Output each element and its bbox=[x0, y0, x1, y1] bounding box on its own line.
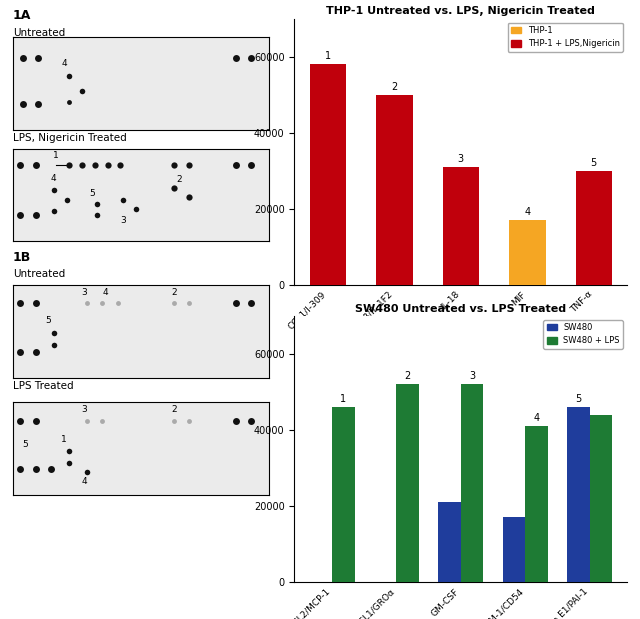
Text: 1: 1 bbox=[61, 435, 67, 444]
Text: 2: 2 bbox=[391, 82, 397, 92]
Text: LPS Treated: LPS Treated bbox=[13, 381, 74, 391]
Text: 4: 4 bbox=[524, 207, 531, 217]
Bar bbox=[502, 517, 525, 582]
Text: Untreated: Untreated bbox=[13, 269, 65, 279]
Text: Untreated: Untreated bbox=[13, 28, 65, 38]
Bar bbox=[438, 502, 461, 582]
Text: 1B: 1B bbox=[13, 251, 31, 264]
Text: 5: 5 bbox=[90, 189, 95, 197]
Text: 2: 2 bbox=[172, 405, 177, 414]
Bar bbox=[575, 171, 612, 285]
Text: 3: 3 bbox=[120, 215, 125, 225]
Text: 2: 2 bbox=[172, 288, 177, 297]
Legend: SW480, SW480 + LPS: SW480, SW480 + LPS bbox=[543, 320, 623, 348]
Bar bbox=[589, 415, 612, 582]
Bar bbox=[396, 384, 419, 582]
Bar bbox=[332, 407, 355, 582]
Text: 4: 4 bbox=[61, 59, 67, 67]
Text: LPS, Nigericin Treated: LPS, Nigericin Treated bbox=[13, 133, 127, 143]
Text: 1A: 1A bbox=[13, 9, 31, 22]
Bar bbox=[509, 220, 545, 285]
Text: 1: 1 bbox=[324, 51, 331, 61]
Text: 2: 2 bbox=[404, 371, 411, 381]
Bar bbox=[525, 426, 548, 582]
Text: 4: 4 bbox=[102, 288, 108, 297]
Bar bbox=[567, 407, 589, 582]
Text: 3: 3 bbox=[469, 371, 475, 381]
Text: 5: 5 bbox=[46, 316, 51, 324]
Text: 5: 5 bbox=[23, 439, 28, 449]
Text: 4: 4 bbox=[82, 477, 87, 486]
Text: 1: 1 bbox=[340, 394, 346, 404]
Bar bbox=[310, 64, 346, 285]
Bar bbox=[376, 95, 413, 285]
Legend: THP-1, THP-1 + LPS,Nigericin: THP-1, THP-1 + LPS,Nigericin bbox=[508, 23, 623, 51]
Bar bbox=[442, 167, 479, 285]
Text: 3: 3 bbox=[82, 405, 87, 414]
Text: 3: 3 bbox=[82, 288, 87, 297]
Text: 5: 5 bbox=[575, 394, 581, 404]
Text: 4: 4 bbox=[533, 413, 540, 423]
Text: 5: 5 bbox=[591, 158, 597, 168]
Bar bbox=[461, 384, 483, 582]
Text: 1: 1 bbox=[54, 150, 59, 160]
Title: SW480 Untreated vs. LPS Treated: SW480 Untreated vs. LPS Treated bbox=[355, 303, 566, 313]
Text: 3: 3 bbox=[458, 154, 464, 164]
Text: 2: 2 bbox=[177, 175, 182, 184]
Title: THP-1 Untreated vs. LPS, Nigericin Treated: THP-1 Untreated vs. LPS, Nigericin Treat… bbox=[326, 6, 595, 16]
Text: 4: 4 bbox=[51, 174, 56, 183]
